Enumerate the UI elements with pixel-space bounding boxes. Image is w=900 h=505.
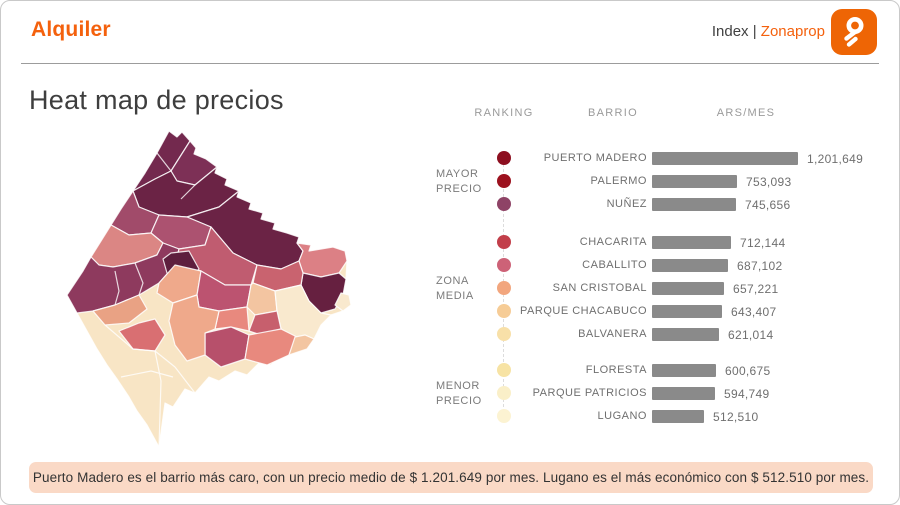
price-value: 712,144 [740,236,786,250]
price-value: 1,201,649 [807,152,864,166]
index-link[interactable]: Index | Zonaprop [712,23,825,40]
app-title: Alquiler [31,18,111,41]
price-bar [652,305,722,318]
map-region [288,334,315,356]
barrio-label: PARQUE PATRICIOS [532,387,647,399]
price-value: 643,407 [731,305,777,319]
ranking-groups: MAYOR PRECIO PUERTO MADERO 1,201,649 PALERMO… [431,147,889,428]
barrio-label: PUERTO MADERO [543,152,647,164]
rank-dot [497,197,511,211]
map-region [334,292,352,312]
group-label: MAYOR PRECIO [436,167,482,195]
ranking-group: ZONA MEDIA CHACARITA 712,144 CABALLITO 687,10… [431,231,889,346]
column-header-barrio: BARRIO [588,107,638,119]
group-label: ZONA MEDIA [436,274,474,302]
rank-dot [497,363,511,377]
barrio-label: CABALLITO [582,259,647,271]
rank-dot [497,327,511,341]
ranking-panel: RANKING BARRIO ARS/MES MAYOR PRECIO PUERTO… [431,101,889,441]
price-bar [652,236,731,249]
rank-dot [497,174,511,188]
price-bar [652,282,724,295]
ranking-group: MAYOR PRECIO PUERTO MADERO 1,201,649 PALERMO… [431,147,889,216]
map-region [296,242,348,278]
rank-dot [497,151,511,165]
price-bar [652,259,728,272]
price-value: 600,675 [725,364,771,378]
ranking-row: PARQUE PATRICIOS 594,749 [431,382,889,405]
key-icon [844,17,864,47]
price-value: 594,749 [724,387,770,401]
price-value: 687,102 [737,259,783,273]
column-header-ars-mes: ARS/MES [716,107,776,119]
rank-dot [497,304,511,318]
price-bar [652,328,719,341]
column-header-ranking: RANKING [474,107,534,119]
zonaprop-logo[interactable] [831,9,877,55]
group-label: MENOR PRECIO [436,379,482,407]
map-region [244,328,298,366]
summary-text: Puerto Madero es el barrio más caro, con… [32,470,870,485]
rank-dot [497,258,511,272]
ranking-row: CHACARITA 712,144 [431,231,889,254]
ranking-row: BALVANERA 621,014 [431,323,889,346]
price-bar [652,410,704,423]
map-inner-borders [104,152,196,448]
heatmap-caba [59,125,357,451]
ranking-row: PALERMO 753,093 [431,170,889,193]
price-value: 745,656 [745,198,791,212]
ranking-row: LUGANO 512,510 [431,405,889,428]
barrio-label: PARQUE CHACABUCO [520,305,647,317]
barrio-label: FLORESTA [585,364,647,376]
price-bar [652,198,736,211]
barrio-label: CHACARITA [579,236,647,248]
ranking-group: MENOR PRECIO FLORESTA 600,675 PARQUE PATRICI… [431,359,889,428]
ranking-row: NUÑEZ 745,656 [431,193,889,216]
barrio-label: LUGANO [597,410,647,422]
price-bar [652,152,798,165]
page-title: Heat map de precios [29,85,284,115]
barrio-label: BALVANERA [578,328,647,340]
price-bar [652,364,716,377]
map-region [168,294,220,362]
barrio-label: NUÑEZ [606,198,647,210]
price-bar [652,387,715,400]
header-divider [21,63,879,64]
barrio-label: PALERMO [590,175,647,187]
summary-banner: Puerto Madero es el barrio más caro, con… [29,462,873,493]
price-value: 753,093 [746,175,792,189]
rank-dot [497,409,511,423]
map-svg [66,130,352,448]
ranking-row: FLORESTA 600,675 [431,359,889,382]
ranking-row: SAN CRISTOBAL 657,221 [431,277,889,300]
ranking-row: PARQUE CHACABUCO 643,407 [431,300,889,323]
price-value: 512,510 [713,410,759,424]
rank-dot [497,235,511,249]
ranking-row: CABALLITO 687,102 [431,254,889,277]
price-value: 621,014 [728,328,774,342]
price-value: 657,221 [733,282,779,296]
index-label: Index | [711,23,757,40]
price-bar [652,175,737,188]
barrio-label: SAN CRISTOBAL [552,282,647,294]
zonaprop-label: Zonaprop [760,23,825,40]
rank-dot [497,386,511,400]
rank-dot [497,281,511,295]
ranking-row: PUERTO MADERO 1,201,649 [431,147,889,170]
